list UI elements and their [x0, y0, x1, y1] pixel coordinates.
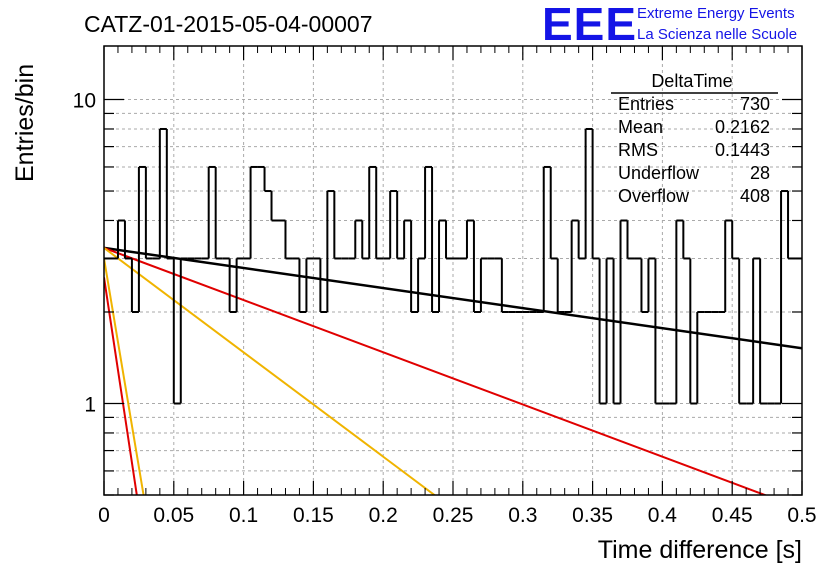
x-axis-title: Time difference [s] — [598, 536, 802, 564]
stats-box: DeltaTime Entries 730 Mean 0.2162 RMS 0.… — [611, 71, 778, 206]
fit-curves — [104, 246, 802, 495]
fit-line — [104, 247, 437, 495]
fit-line — [104, 258, 145, 495]
fit-line — [104, 246, 802, 350]
x-tick-label: 0.3 — [508, 504, 537, 527]
y-tick-label: 10 — [73, 90, 96, 113]
y-axis-title: Entries/bin — [11, 64, 39, 182]
axis-ticks: 0 0.05 0.1 0.15 0.2 0.25 0.3 0.35 0.4 0.45 0.5 1 10 — [73, 46, 817, 527]
stats-value-overflow: 408 — [740, 186, 770, 206]
grid — [104, 46, 802, 496]
chart-title: CATZ-01-2015-05-04-00007 — [84, 11, 373, 37]
stats-value-entries: 730 — [740, 94, 770, 114]
stats-title: DeltaTime — [651, 71, 732, 91]
stats-value-mean: 0.2162 — [715, 117, 770, 137]
x-tick-label: 0.25 — [433, 504, 474, 527]
fit-line — [104, 246, 768, 495]
stats-label-overflow: Overflow — [618, 186, 690, 206]
logo-line-1: Extreme Energy Events — [637, 5, 795, 22]
stats-label-entries: Entries — [618, 94, 674, 114]
y-tick-label: 1 — [84, 393, 96, 416]
logo-line-2: La Scienza nelle Scuole — [637, 26, 797, 43]
x-tick-label: 0.4 — [648, 504, 678, 527]
logo-mark: EEE — [542, 0, 637, 50]
fit-line — [104, 277, 138, 495]
stats-value-rms: 0.1443 — [715, 140, 770, 160]
histogram-series — [104, 127, 802, 405]
x-tick-label: 0.5 — [787, 504, 816, 527]
x-tick-label: 0.15 — [293, 504, 334, 527]
x-tick-label: 0.2 — [369, 504, 398, 527]
x-tick-label: 0 — [98, 504, 110, 527]
stats-label-underflow: Underflow — [618, 163, 700, 183]
x-tick-label: 0.1 — [229, 504, 258, 527]
x-tick-label: 0.45 — [712, 504, 753, 527]
x-tick-label: 0.05 — [153, 504, 194, 527]
eee-logo: EEE Extreme Energy Events La Scienza nel… — [542, 0, 797, 50]
stats-value-underflow: 28 — [750, 163, 770, 183]
x-tick-label: 0.35 — [572, 504, 613, 527]
stats-label-rms: RMS — [618, 140, 658, 160]
stats-label-mean: Mean — [618, 117, 663, 137]
